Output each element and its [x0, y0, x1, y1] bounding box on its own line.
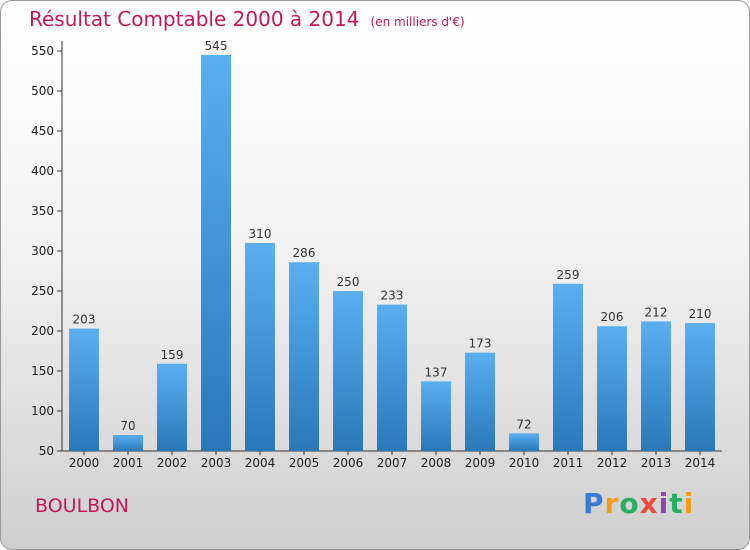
bar-value-label: 286 — [293, 246, 316, 260]
bar — [509, 433, 539, 451]
bar-value-label: 250 — [337, 275, 360, 289]
bar-value-label: 173 — [469, 337, 492, 351]
bar-value-label: 212 — [645, 305, 668, 319]
x-tick-label: 2003 — [201, 456, 232, 470]
bar-value-label: 70 — [120, 419, 135, 433]
bar-value-label: 203 — [73, 313, 96, 327]
logo-letter: i — [683, 487, 695, 520]
bar — [553, 283, 583, 451]
x-tick-label: 2004 — [245, 456, 276, 470]
logo-letter: x — [639, 487, 659, 520]
bar — [201, 55, 231, 451]
y-tick-label: 50 — [39, 444, 54, 458]
logo-letter: r — [604, 487, 620, 520]
bar — [245, 243, 275, 451]
chart-axes: 50 100 150 200 250 300 350 400 450 500 550 2000 2001… — [31, 41, 722, 470]
x-tick-label: 2002 — [157, 456, 188, 470]
logo-letter: i — [658, 487, 670, 520]
x-tick-label: 2008 — [421, 456, 452, 470]
x-tick-label: 2007 — [377, 456, 408, 470]
bar — [157, 363, 187, 451]
bar-value-label: 137 — [425, 365, 448, 379]
y-tick-label: 150 — [31, 364, 54, 378]
bar-value-label: 310 — [249, 227, 272, 241]
y-tick-label: 450 — [31, 124, 54, 138]
bar-value-label: 545 — [205, 39, 228, 53]
chart-title-text: Résultat Comptable 2000 à 2014 — [29, 7, 360, 31]
bar — [69, 328, 99, 451]
x-tick-label: 2005 — [289, 456, 320, 470]
proxiti-logo: Proxiti — [583, 487, 694, 520]
logo-letter: o — [619, 487, 640, 520]
y-tick-label: 200 — [31, 324, 54, 338]
bar — [377, 304, 407, 451]
x-tick-label: 2000 — [69, 456, 100, 470]
logo-letter: t — [669, 487, 684, 520]
y-tick-label: 350 — [31, 204, 54, 218]
bar — [421, 381, 451, 451]
chart-title: Résultat Comptable 2000 à 2014 (en milli… — [29, 7, 465, 31]
y-tick-label: 250 — [31, 284, 54, 298]
y-tick-label: 300 — [31, 244, 54, 258]
x-tick-label: 2010 — [509, 456, 540, 470]
bar-value-label: 206 — [601, 310, 624, 324]
chart-unit: (en milliers d'€) — [370, 15, 465, 29]
bar — [685, 323, 715, 451]
bar — [113, 435, 143, 451]
y-tick-label: 400 — [31, 164, 54, 178]
x-tick-label: 2013 — [641, 456, 672, 470]
logo-letter: P — [583, 487, 605, 520]
bar-value-label: 210 — [689, 307, 712, 321]
bar — [289, 262, 319, 451]
bar-value-label: 259 — [557, 268, 580, 282]
bar — [597, 326, 627, 451]
x-tick-label: 2001 — [113, 456, 144, 470]
x-tick-label: 2014 — [685, 456, 716, 470]
y-tick-label: 100 — [31, 404, 54, 418]
bar — [333, 291, 363, 451]
x-tick-label: 2012 — [597, 456, 628, 470]
y-tick-label: 500 — [31, 84, 54, 98]
commune-name: BOULBON — [35, 495, 130, 517]
x-tick-label: 2011 — [553, 456, 584, 470]
x-tick-label: 2006 — [333, 456, 364, 470]
chart-bars: 203 70 159 545 310 286 250 233 137 173 72 259 206 212… — [69, 39, 715, 451]
x-tick-label: 2009 — [465, 456, 496, 470]
bar — [641, 321, 671, 451]
bar — [465, 352, 495, 451]
bar-value-label: 72 — [516, 417, 531, 431]
bar-value-label: 233 — [381, 289, 404, 303]
bar-value-label: 159 — [161, 348, 184, 362]
y-tick-label: 550 — [31, 44, 54, 58]
